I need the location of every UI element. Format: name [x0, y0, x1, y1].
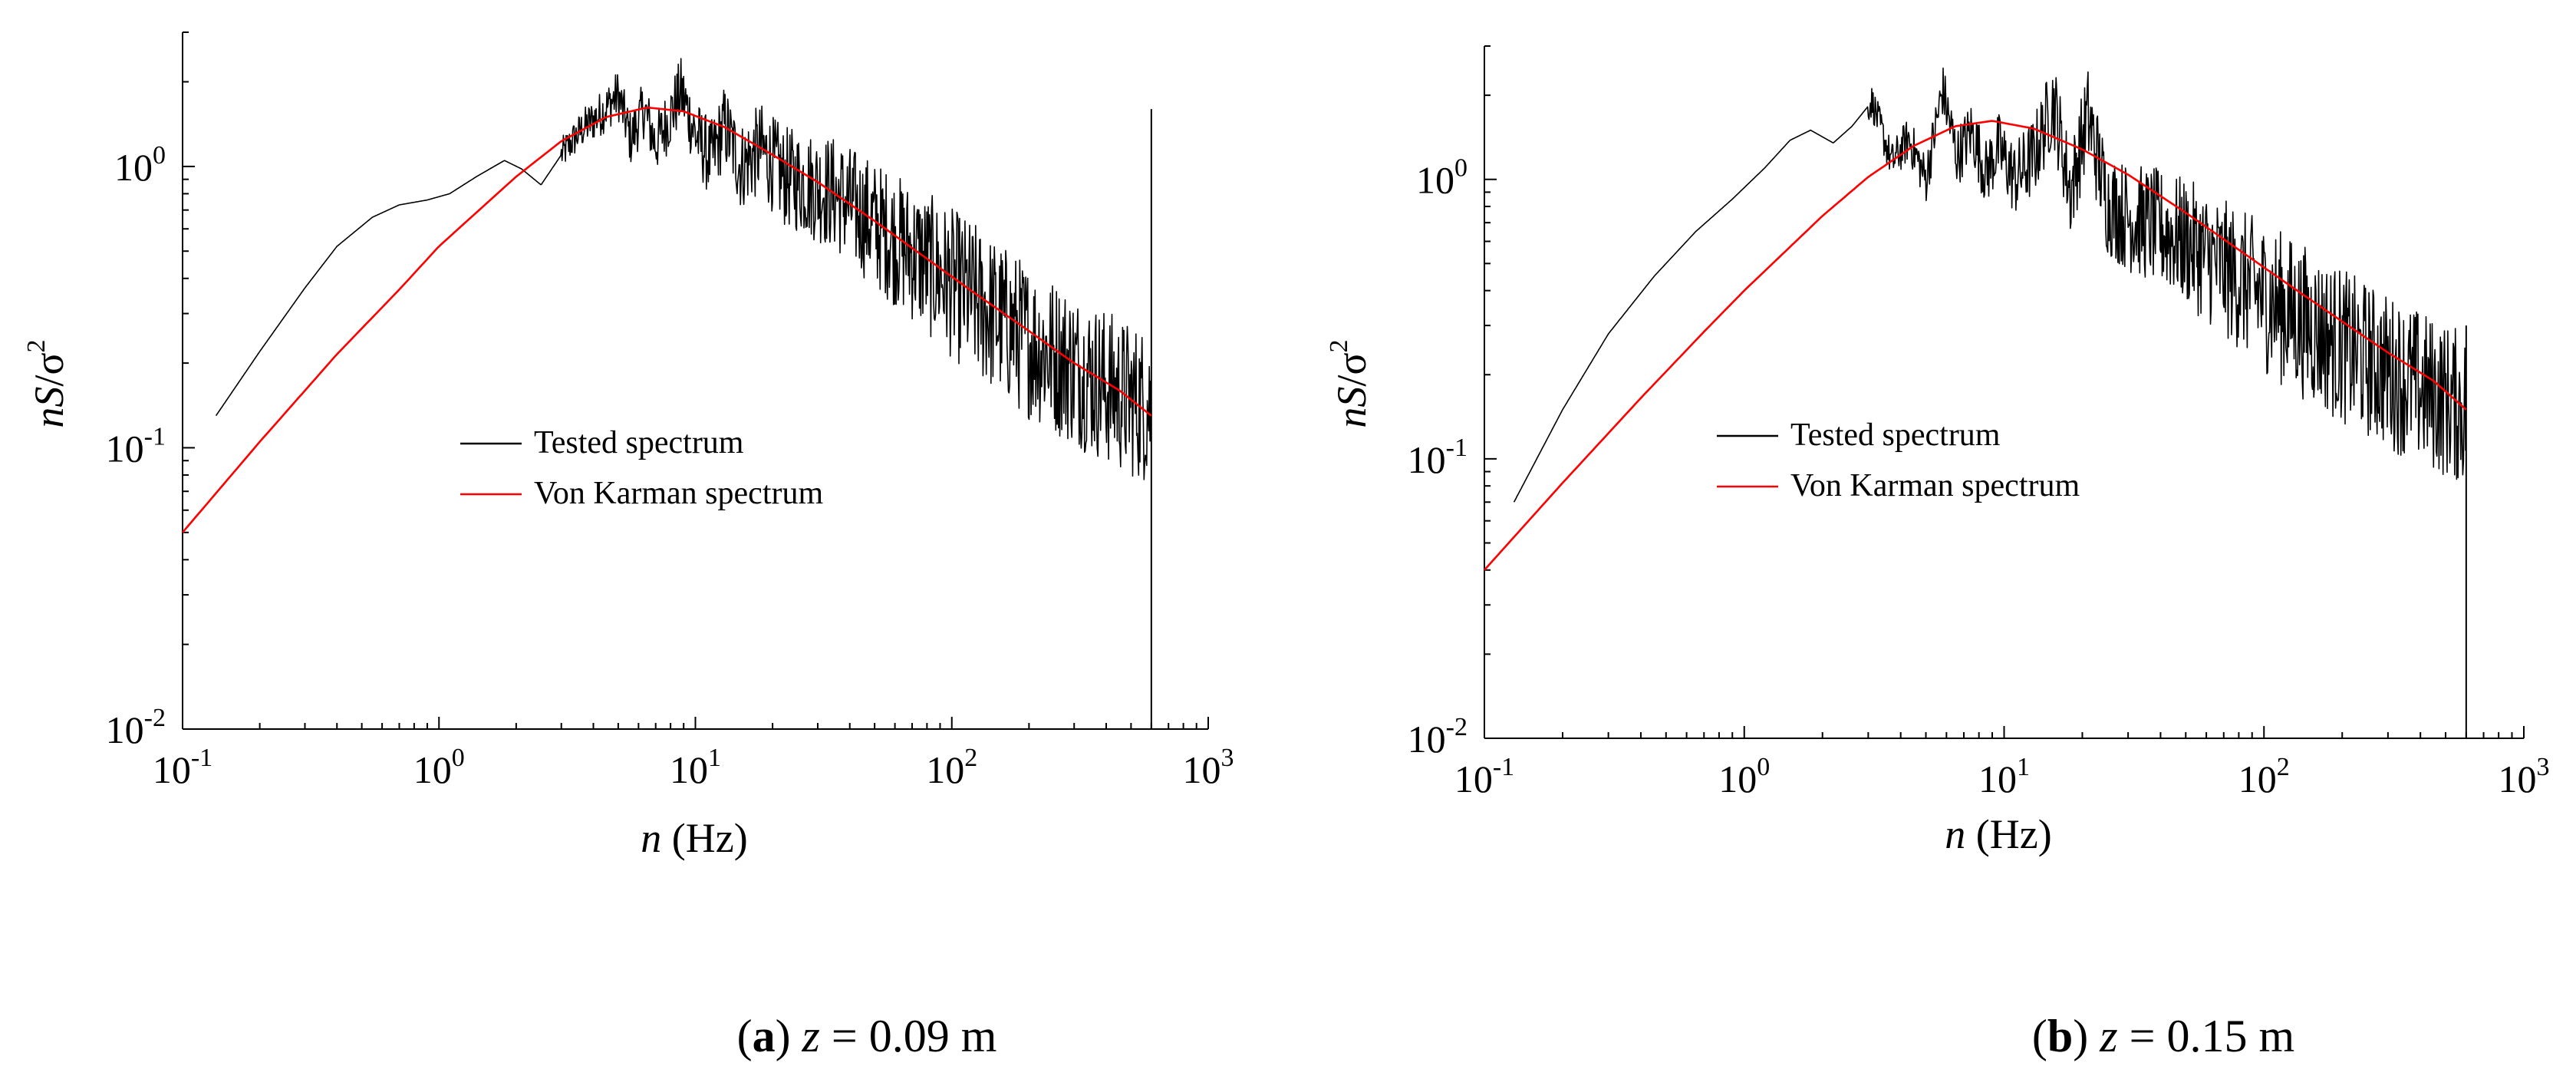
y-tick-label: 10-2	[106, 704, 166, 751]
panel-caption: (b) z = 0.15 m	[2032, 1011, 2294, 1061]
x-axis-label: n (Hz)	[1945, 811, 2051, 857]
x-tick-label: 103	[2499, 753, 2550, 800]
y-tick-label: 10-2	[1408, 713, 1468, 761]
x-tick-label: 10-1	[1454, 753, 1514, 800]
legend-label: Tested spectrum	[534, 425, 744, 460]
legend: Tested spectrum Von Karman spectrum	[460, 425, 823, 511]
series-line-von-karman	[182, 106, 1152, 533]
x-tick-label: 102	[2238, 753, 2290, 800]
x-tick-label: 10-1	[153, 744, 212, 791]
y-axis-label: nS/σ2	[22, 339, 72, 427]
y-tick-label: 100	[114, 141, 166, 189]
x-tick-label: 102	[926, 744, 977, 791]
legend-label: Von Karman spectrum	[1790, 468, 2080, 503]
x-axis-label: n (Hz)	[641, 815, 747, 861]
x-tick-label: 100	[413, 744, 465, 791]
panel-caption: (a) z = 0.09 m	[737, 1011, 997, 1061]
series-line-von-karman	[1484, 120, 2467, 571]
legend-label: Von Karman spectrum	[534, 476, 823, 511]
x-tick-label: 103	[1183, 744, 1234, 791]
x-tick-label: 100	[1718, 753, 1770, 800]
legend: Tested spectrum Von Karman spectrum	[1717, 417, 2080, 503]
x-tick-label: 101	[670, 744, 721, 791]
series-line-tested	[215, 58, 1152, 480]
y-tick-label: 10-1	[1408, 434, 1468, 481]
y-tick-label: 10-1	[106, 422, 166, 470]
y-tick-label: 100	[1416, 154, 1468, 202]
legend-label: Tested spectrum	[1790, 417, 2001, 453]
y-axis-label: nS/σ2	[1325, 339, 1375, 427]
series-line-tested	[1513, 68, 2467, 503]
x-tick-label: 101	[1978, 753, 2030, 800]
